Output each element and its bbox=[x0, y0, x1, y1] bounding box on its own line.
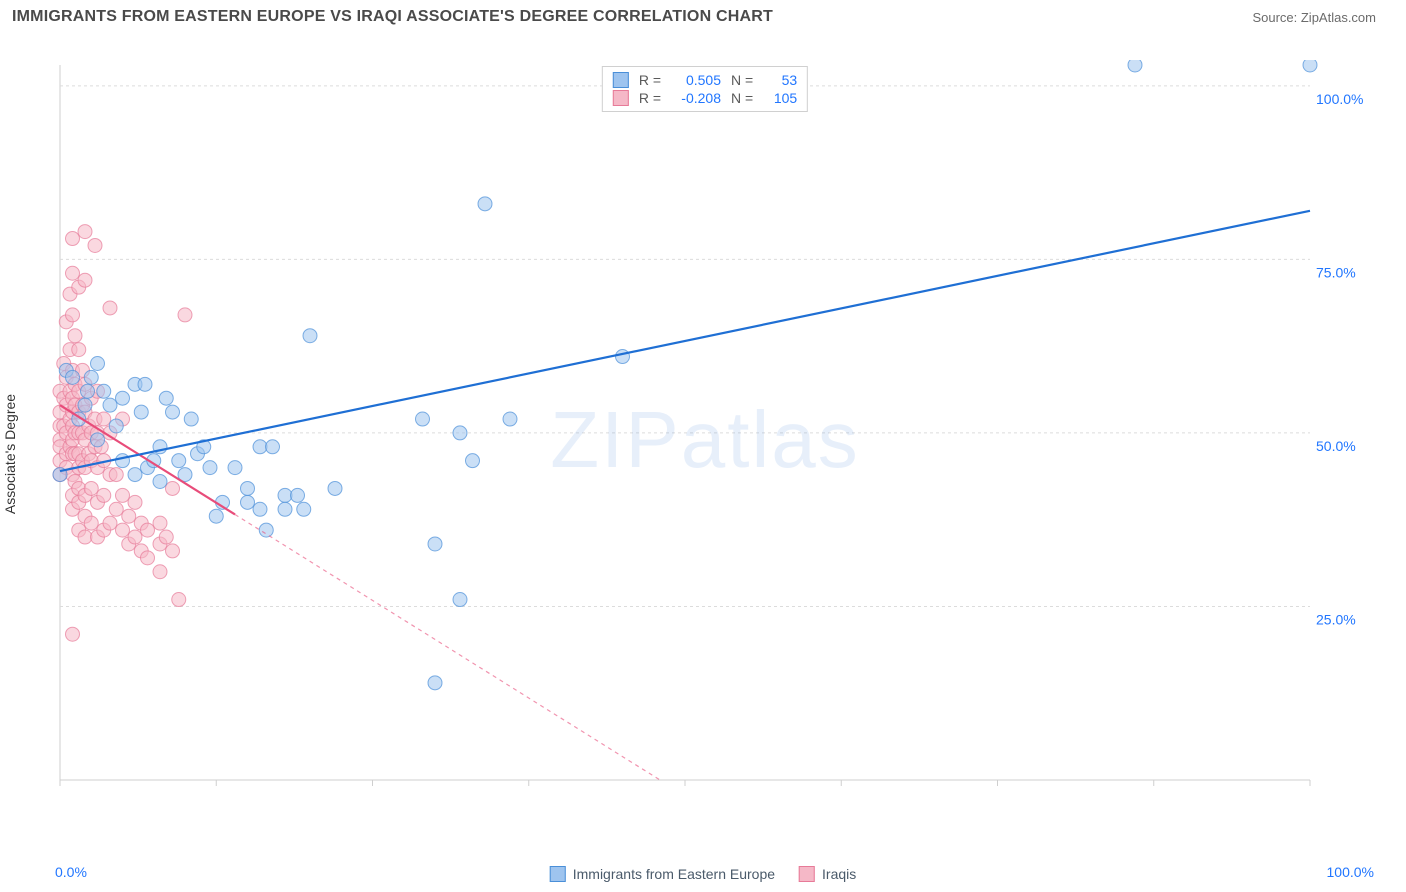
svg-text:75.0%: 75.0% bbox=[1316, 264, 1356, 280]
legend-stat-row-1: R = -0.208 N = 105 bbox=[613, 89, 797, 107]
x-axis-min-label: 0.0% bbox=[55, 864, 87, 880]
correlation-legend: R = 0.505 N = 53 R = -0.208 N = 105 bbox=[602, 66, 808, 112]
n-label: N = bbox=[731, 90, 753, 106]
chart-area: 25.0%50.0%75.0%100.0% ZIPatlas R =0.505N… bbox=[45, 60, 1365, 820]
legend-label: Immigrants from Eastern Europe bbox=[573, 866, 775, 882]
n-value: 105 bbox=[763, 90, 797, 106]
legend-item-0: Immigrants from Eastern Europe bbox=[550, 866, 775, 882]
svg-text:100.0%: 100.0% bbox=[1316, 91, 1363, 107]
r-label: R = bbox=[639, 72, 661, 88]
legend-item-1: Iraqis bbox=[799, 866, 856, 882]
legend-swatch bbox=[799, 866, 815, 882]
chart-title: IMMIGRANTS FROM EASTERN EUROPE VS IRAQI … bbox=[12, 8, 773, 26]
source-attribution: Source: ZipAtlas.com bbox=[1252, 10, 1376, 25]
legend-swatch bbox=[550, 866, 566, 882]
n-label: N = bbox=[731, 72, 753, 88]
r-label: R = bbox=[639, 90, 661, 106]
r-value: 0.505 bbox=[671, 72, 721, 88]
series-blue bbox=[53, 60, 1317, 690]
scatter-plot: 25.0% 50.0% 75.0% 100.0% bbox=[50, 60, 1370, 820]
y-axis-title: Associate's Degree bbox=[2, 394, 18, 514]
svg-text:50.0%: 50.0% bbox=[1316, 438, 1356, 454]
r-value: -0.208 bbox=[671, 90, 721, 106]
legend-swatch bbox=[613, 90, 629, 106]
series-legend: Immigrants from Eastern Europe Iraqis bbox=[550, 866, 857, 882]
x-axis-max-label: 100.0% bbox=[1327, 864, 1374, 880]
legend-swatch bbox=[613, 72, 629, 88]
legend-label: Iraqis bbox=[822, 866, 856, 882]
n-value: 53 bbox=[763, 72, 797, 88]
legend-stat-row-0: R = 0.505 N = 53 bbox=[613, 71, 797, 89]
svg-text:25.0%: 25.0% bbox=[1316, 611, 1356, 627]
